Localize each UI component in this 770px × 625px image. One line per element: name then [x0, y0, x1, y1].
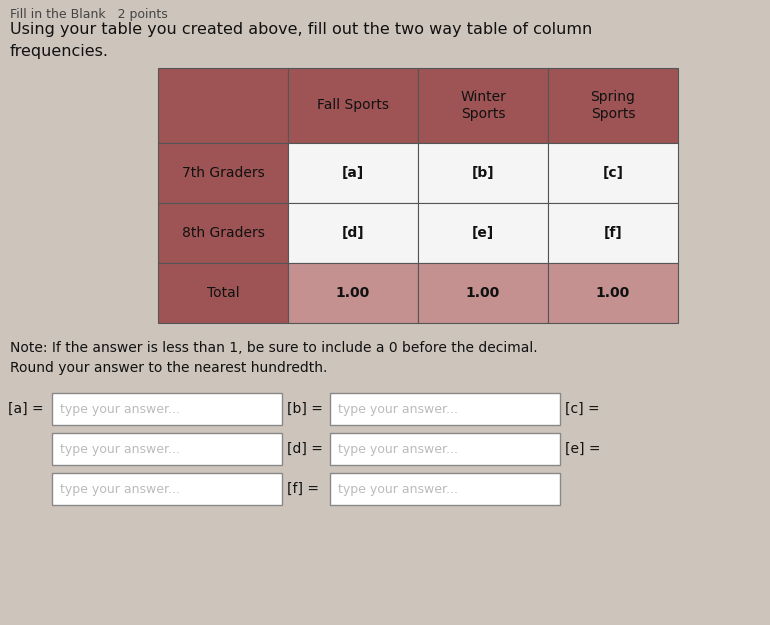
Text: Note: If the answer is less than 1, be sure to include a 0 before the decimal.: Note: If the answer is less than 1, be s…: [10, 341, 537, 355]
Bar: [548, 68, 678, 143]
Text: Round your answer to the nearest hundredth.: Round your answer to the nearest hundred…: [10, 361, 327, 375]
Text: [a]: [a]: [342, 166, 364, 180]
Text: type your answer...: type your answer...: [60, 402, 180, 416]
Bar: [418, 68, 548, 143]
Bar: [288, 143, 418, 203]
Text: 7th Graders: 7th Graders: [182, 166, 264, 180]
Text: [e]: [e]: [472, 226, 494, 240]
Text: type your answer...: type your answer...: [338, 442, 458, 456]
Bar: [288, 203, 418, 263]
Text: 1.00: 1.00: [466, 286, 500, 300]
Bar: [418, 203, 548, 263]
Text: type your answer...: type your answer...: [60, 442, 180, 456]
Text: 1.00: 1.00: [336, 286, 370, 300]
Bar: [330, 393, 560, 425]
Text: [d] =: [d] =: [287, 442, 323, 456]
Text: [f]: [f]: [604, 226, 622, 240]
Bar: [548, 143, 678, 203]
Bar: [288, 68, 418, 143]
Text: Fall Sports: Fall Sports: [317, 99, 389, 112]
Text: [e] =: [e] =: [565, 442, 601, 456]
Bar: [158, 143, 288, 203]
Text: [b] =: [b] =: [287, 402, 323, 416]
Text: [f] =: [f] =: [287, 482, 319, 496]
Text: [b]: [b]: [472, 166, 494, 180]
Text: type your answer...: type your answer...: [338, 482, 458, 496]
Text: [c] =: [c] =: [565, 402, 600, 416]
Bar: [158, 203, 288, 263]
Text: frequencies.: frequencies.: [10, 44, 109, 59]
Bar: [52, 473, 282, 505]
Bar: [330, 473, 560, 505]
Text: Total: Total: [206, 286, 239, 300]
Bar: [330, 433, 560, 465]
Text: 8th Graders: 8th Graders: [182, 226, 264, 240]
Text: [c]: [c]: [602, 166, 624, 180]
Bar: [418, 143, 548, 203]
Bar: [158, 68, 288, 143]
Text: 1.00: 1.00: [596, 286, 630, 300]
Text: type your answer...: type your answer...: [60, 482, 180, 496]
Text: Fill in the Blank   2 points: Fill in the Blank 2 points: [10, 8, 168, 21]
Bar: [288, 263, 418, 323]
Bar: [158, 263, 288, 323]
Text: Using your table you created above, fill out the two way table of column: Using your table you created above, fill…: [10, 22, 592, 37]
Text: [a] =: [a] =: [8, 402, 44, 416]
Text: type your answer...: type your answer...: [338, 402, 458, 416]
Bar: [52, 393, 282, 425]
Text: Spring
Sports: Spring Sports: [591, 91, 635, 121]
Bar: [418, 263, 548, 323]
Bar: [548, 203, 678, 263]
Text: [d]: [d]: [342, 226, 364, 240]
Text: Winter
Sports: Winter Sports: [460, 91, 506, 121]
Bar: [52, 433, 282, 465]
Bar: [548, 263, 678, 323]
